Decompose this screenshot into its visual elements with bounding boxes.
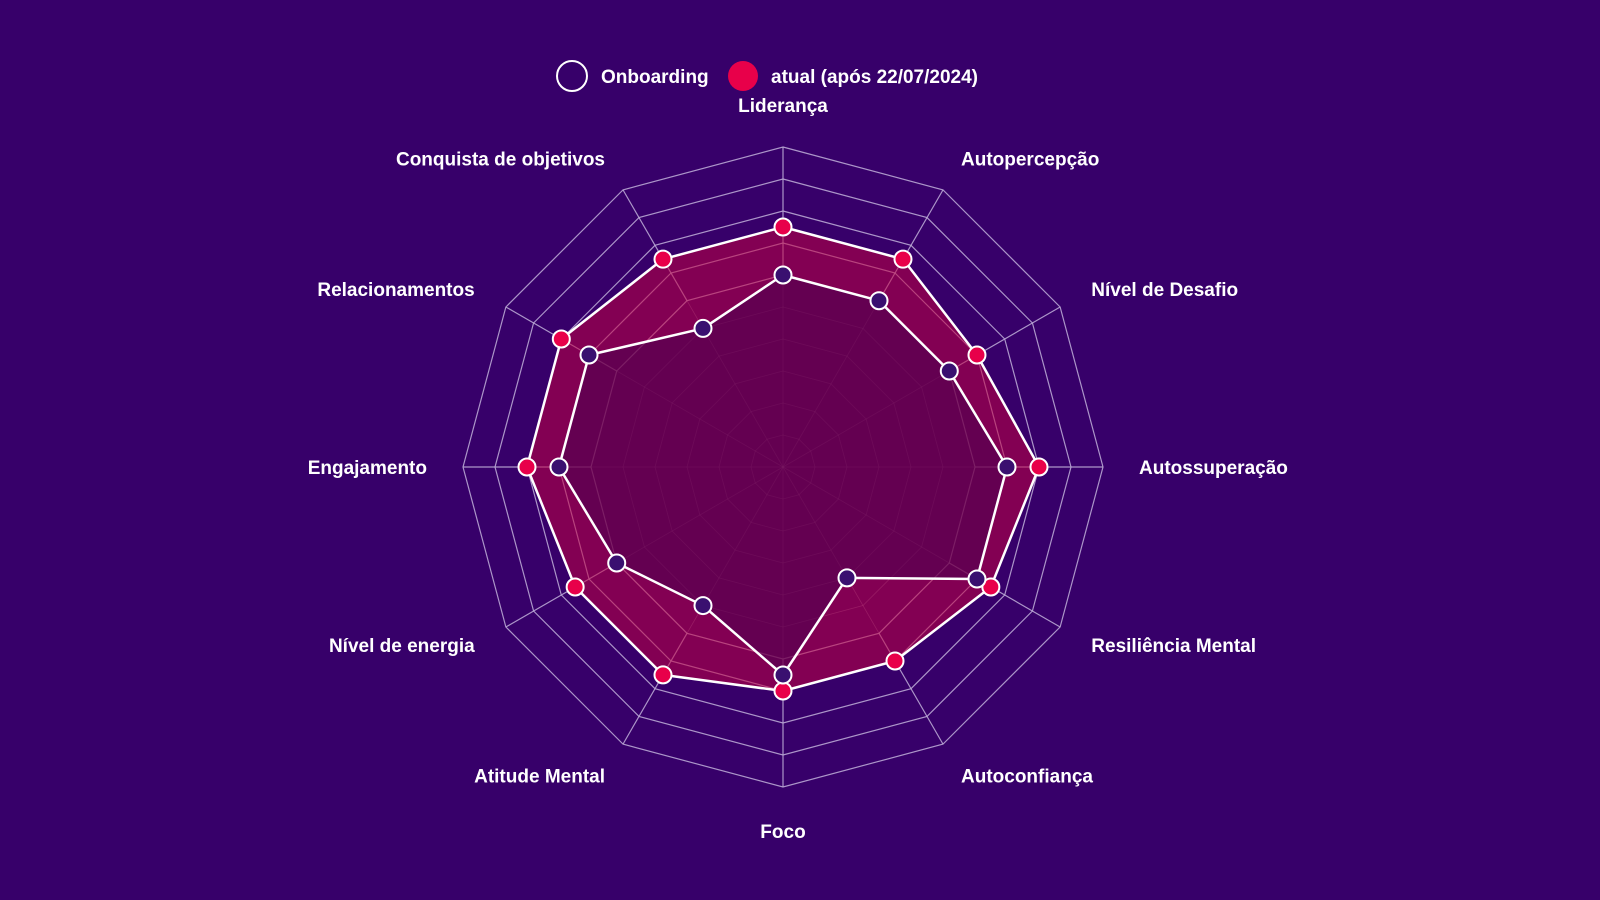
axis-label: Conquista de objetivos (396, 150, 605, 171)
data-point-onboarding (607, 553, 627, 573)
legend-label-atual[interactable]: atual (após 22/07/2024) (771, 67, 978, 88)
axis-label: Autossuperação (1139, 458, 1288, 479)
legend-label-onboarding[interactable]: Onboarding (601, 67, 709, 88)
data-point-onboarding (693, 318, 713, 338)
data-point-atual (885, 651, 905, 671)
data-point-onboarding (693, 596, 713, 616)
axis-label: Relacionamentos (317, 280, 474, 301)
axis-label: Autopercepção (961, 150, 1099, 171)
axis-labels: Liderança Autopercepção Nível de Desafio Au… (308, 96, 1288, 843)
axis-label: Resiliência Mental (1091, 636, 1256, 657)
data-point-onboarding (939, 361, 959, 381)
data-point-onboarding (773, 665, 793, 685)
data-point-atual (565, 577, 585, 597)
data-point-onboarding (773, 265, 793, 285)
legend-marker-atual[interactable] (728, 61, 758, 91)
axis-label: Liderança (738, 96, 828, 117)
data-point-atual (653, 665, 673, 685)
data-point-atual (517, 457, 537, 477)
data-point-onboarding (579, 345, 599, 365)
data-point-onboarding (549, 457, 569, 477)
axis-label: Nível de energia (329, 636, 475, 657)
axis-label: Autoconfiança (961, 766, 1093, 787)
data-point-atual (773, 217, 793, 237)
legend-marker-onboarding[interactable] (556, 60, 588, 92)
axis-label: Foco (760, 822, 805, 843)
data-point-atual (967, 345, 987, 365)
data-point-atual (893, 249, 913, 269)
axis-label: Engajamento (308, 458, 427, 479)
axis-label: Nível de Desafio (1091, 280, 1238, 301)
data-point-onboarding (869, 291, 889, 311)
data-point-atual (1029, 457, 1049, 477)
radar-series (517, 217, 1049, 701)
data-point-onboarding (837, 568, 857, 588)
data-point-atual (551, 329, 571, 349)
data-point-atual (981, 577, 1001, 597)
legend: Onboarding atual (após 22/07/2024) (556, 60, 978, 92)
data-point-onboarding (967, 569, 987, 589)
data-point-onboarding (997, 457, 1017, 477)
data-point-atual (653, 249, 673, 269)
axis-label: Atitude Mental (474, 766, 605, 787)
data-point-atual (773, 681, 793, 701)
